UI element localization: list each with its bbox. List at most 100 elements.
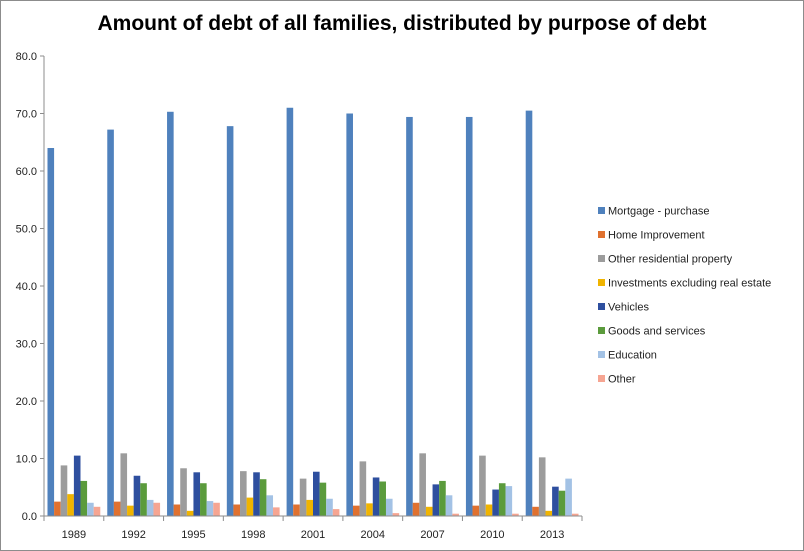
y-tick-label: 0.0 [22, 511, 37, 523]
bar [240, 471, 247, 516]
bar [107, 129, 114, 516]
bar [366, 503, 373, 516]
y-tick-label: 80.0 [16, 51, 37, 63]
legend-label: Other residential property [608, 254, 733, 266]
legend-swatch [598, 303, 605, 310]
legend-swatch [598, 327, 605, 334]
bar [452, 513, 459, 516]
legend: Mortgage - purchase Home Improvement Other… [598, 206, 771, 386]
bar [385, 498, 393, 516]
legend-label: Education [608, 350, 657, 362]
bar [313, 471, 320, 516]
bar [372, 477, 380, 516]
bar [472, 505, 480, 516]
bar [233, 504, 241, 516]
x-tick-label: 1989 [62, 529, 86, 541]
bar [432, 484, 440, 516]
bar [186, 510, 194, 516]
bar [80, 480, 88, 516]
y-axis-ticks: 0.0 10.0 20.0 30.0 40.0 50.0 60.0 70.0 80.0 [16, 51, 44, 523]
bar [266, 495, 274, 516]
legend-label: Mortgage - purchase [608, 206, 710, 218]
bar [259, 479, 267, 516]
bar [505, 486, 513, 516]
x-tick-label: 1998 [241, 529, 265, 541]
bar [253, 472, 260, 516]
legend-swatch [598, 255, 605, 262]
bar [359, 461, 367, 516]
y-tick-label: 40.0 [16, 281, 37, 293]
bar [512, 513, 519, 516]
bar [93, 506, 101, 516]
bar [326, 498, 333, 516]
bar [180, 468, 187, 516]
bar [167, 111, 174, 517]
bar [206, 501, 214, 516]
bar [213, 502, 220, 516]
legend-label: Other [608, 374, 636, 386]
bar [120, 453, 128, 516]
bar [60, 465, 68, 516]
bar [73, 455, 81, 516]
bar [200, 483, 207, 516]
bar [173, 504, 181, 516]
bar [538, 457, 546, 516]
bar [319, 482, 327, 516]
bar [425, 506, 433, 516]
bar [153, 502, 161, 516]
bar [127, 505, 134, 516]
x-tick-label: 2013 [540, 529, 564, 541]
bar [140, 483, 147, 516]
bar [273, 507, 280, 516]
y-tick-label: 10.0 [16, 454, 37, 466]
bar [479, 455, 486, 516]
bar [246, 497, 254, 516]
bar [113, 501, 121, 516]
x-axis-ticks: 1989 1992 1995 1998 2001 2004 2007 2010 2013 [43, 516, 583, 541]
bar [299, 478, 307, 516]
y-tick-label: 70.0 [16, 109, 37, 121]
bar [332, 509, 340, 516]
bar [492, 489, 499, 516]
y-tick-label: 50.0 [16, 224, 37, 236]
legend-label: Vehicles [608, 302, 649, 314]
legend-swatch [598, 351, 605, 358]
bar [525, 110, 533, 516]
y-tick-label: 20.0 [16, 396, 37, 408]
bar [545, 510, 553, 516]
bar [226, 126, 234, 517]
bar [439, 480, 446, 516]
bar [552, 486, 559, 516]
bar [392, 513, 400, 516]
bar [406, 116, 413, 516]
x-tick-label: 2004 [361, 529, 385, 541]
bar [379, 481, 386, 516]
x-tick-label: 2010 [480, 529, 504, 541]
bar [412, 502, 420, 516]
bar [558, 490, 566, 516]
chart-title: Amount of debt of all families, distribu… [97, 12, 707, 35]
bar [565, 478, 572, 516]
bar [306, 499, 313, 516]
x-tick-label: 1995 [181, 529, 205, 541]
bar [445, 495, 453, 516]
legend-label: Home Improvement [608, 230, 705, 242]
bar [352, 505, 360, 516]
bars [47, 107, 579, 517]
y-tick-label: 60.0 [16, 166, 37, 178]
bar [47, 148, 55, 516]
legend-label: Investments excluding real estate [608, 278, 771, 290]
bar [571, 513, 579, 516]
x-tick-label: 2001 [301, 529, 325, 541]
bar [67, 494, 74, 516]
legend-swatch [598, 375, 605, 382]
bar [532, 506, 539, 516]
bar [498, 483, 506, 516]
bar [54, 501, 61, 516]
bar [346, 113, 353, 516]
bar [485, 504, 493, 516]
bar [133, 475, 141, 516]
legend-swatch [598, 231, 605, 238]
